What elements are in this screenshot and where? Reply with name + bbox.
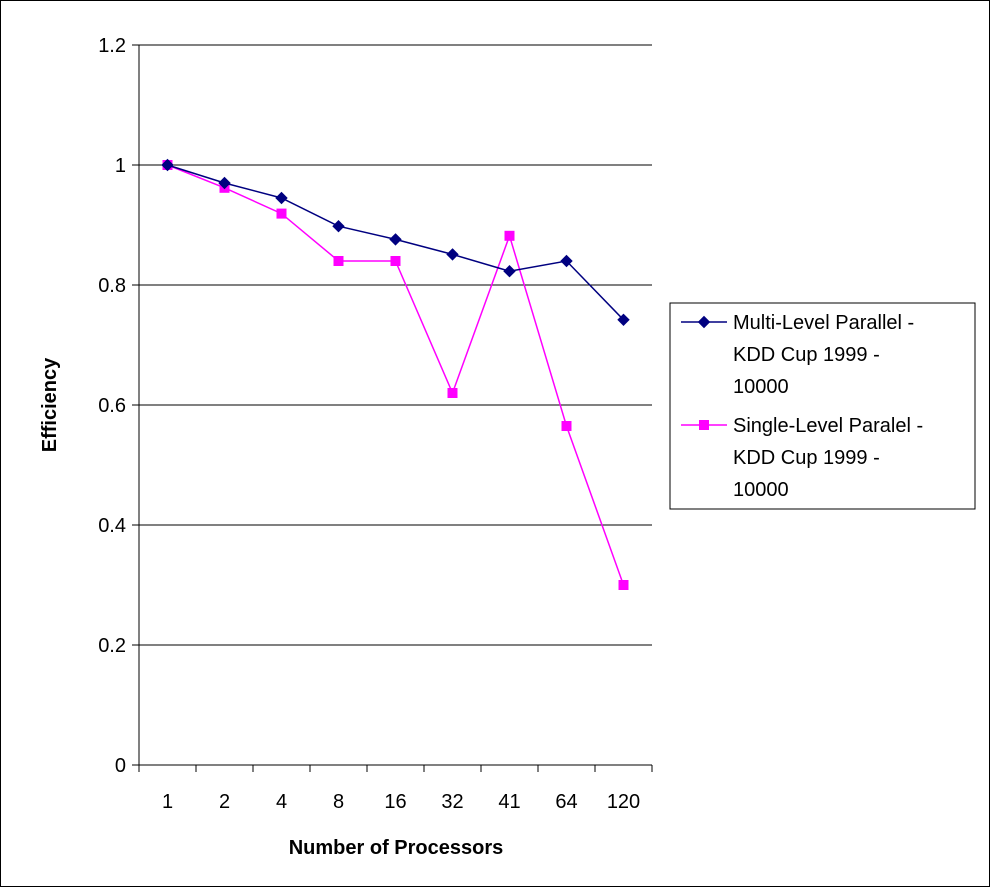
y-tick-label: 0.6	[98, 395, 126, 417]
legend-entry: Single-Level Paralel - KDD Cup 1999 - 1000…	[681, 415, 923, 501]
legend-label-line: KDD Cup 1999 -	[733, 344, 880, 366]
y-tick-label: 0.8	[98, 275, 126, 297]
data-point-diamond	[503, 264, 516, 278]
data-point-square	[504, 230, 515, 241]
data-point-diamond	[275, 191, 288, 205]
data-point-square	[618, 580, 629, 590]
data-point-diamond	[161, 158, 174, 172]
tick-labels: 0 0.2 0.4 0.6 0.8 1 1.2 1 2 4 8 16 32 41 64 120	[98, 35, 640, 813]
legend-label-line: KDD Cup 1999 -	[733, 447, 880, 469]
x-tick-label: 120	[607, 791, 640, 813]
data-point-square	[390, 256, 401, 266]
data-point-square	[561, 421, 572, 431]
data-point-diamond	[332, 219, 345, 233]
data-point-square	[447, 388, 458, 398]
x-tick-label: 2	[219, 791, 230, 813]
x-tick-label: 4	[276, 791, 287, 813]
x-tick-label: 64	[555, 791, 577, 813]
data-point-diamond	[389, 233, 402, 246]
data-point-diamond	[617, 313, 630, 327]
data-point-square	[276, 208, 287, 219]
legend-entry: Multi-Level Parallel - KDD Cup 1999 - 1000…	[681, 312, 914, 398]
data-point-diamond	[446, 248, 459, 261]
x-tick-label: 32	[441, 791, 463, 813]
gridlines	[139, 44, 652, 646]
data-point-diamond	[560, 254, 573, 268]
legend-box	[669, 302, 976, 510]
legend-label-line: 10000	[733, 376, 789, 398]
y-tick-label: 0.2	[98, 635, 126, 657]
x-tick-label: 16	[384, 791, 406, 813]
legend-swatch-marker	[699, 420, 709, 430]
series	[161, 158, 630, 590]
data-point-square	[333, 256, 344, 266]
x-tick-label: 1	[162, 791, 173, 813]
axes	[132, 44, 653, 772]
legend-label-line: Single-Level Paralel -	[733, 415, 923, 437]
legend-swatch-marker	[697, 315, 711, 329]
data-point-diamond	[218, 176, 231, 190]
x-tick-label: 41	[498, 791, 520, 813]
legend: Multi-Level Parallel - KDD Cup 1999 - 1000…	[669, 302, 976, 510]
y-tick-label: 0	[115, 755, 126, 777]
x-tick-label: 8	[333, 791, 344, 813]
legend-label-line: Multi-Level Parallel -	[733, 312, 914, 334]
y-tick-label: 1	[115, 155, 126, 177]
legend-label-line: 10000	[733, 479, 789, 501]
series-0	[161, 158, 630, 327]
y-axis-title: Efficiency	[39, 357, 61, 452]
y-tick-label: 1.2	[98, 35, 126, 57]
x-axis-title: Number of Processors	[289, 837, 504, 859]
series-line	[167, 164, 625, 586]
y-tick-label: 0.4	[98, 515, 126, 537]
